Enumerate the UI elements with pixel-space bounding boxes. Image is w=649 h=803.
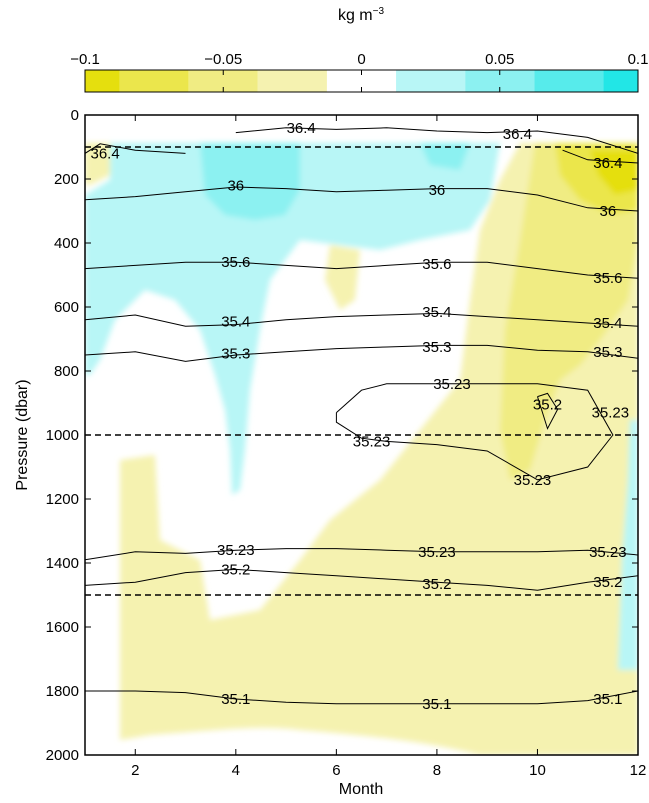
colorbar-bin [119,70,189,92]
contour-label: 35.6 [593,270,622,287]
contour-label: 35.1 [422,696,451,713]
contour-label: 35.1 [221,691,250,708]
y-tick-label: 800 [54,363,79,380]
contour-line [85,312,638,327]
y-tick-label: 200 [54,171,79,188]
contour-label: 36.4 [287,120,316,137]
y-axis: 0 200 400 600 800 1000 1200 1400 1600 1800 2000 [46,107,638,764]
y-tick-label: 2000 [46,747,79,764]
x-tick-label: 8 [433,762,441,779]
reference-lines [85,146,638,596]
negative-region-light [120,143,638,755]
x-tick-label: 2 [131,762,139,779]
contour-label: 35.2 [593,574,622,591]
contour-line [85,261,638,279]
contour-label: 36.4 [593,155,622,172]
colorbar-bin [257,70,327,92]
contour-label: 35.2 [422,576,451,593]
contour-lines [85,127,638,705]
contour-line [537,392,559,430]
anomaly-field [85,143,638,755]
contour-label: 36.4 [91,145,120,162]
colorbar-tick-label: −0.1 [70,51,100,68]
negative-region-light-2 [325,245,360,310]
colorbar-tick-label: 0.1 [628,51,649,68]
positive-region-edge [618,420,638,670]
contour-label: 35.6 [422,256,451,273]
contour-labels: 36.4 36.4 36.4 36.4 36 36 36 35.6 35.6 35.6 35.4 35… [91,120,630,713]
contour-label: 35.23 [418,544,456,561]
contour-line [85,690,638,705]
x-tick-label: 10 [529,762,546,779]
negative-region-medium [500,143,638,480]
positive-region-light [85,143,500,495]
colorbar-bin [603,70,638,92]
contour-label: 35.2 [533,397,562,414]
y-tick-label: 1000 [46,427,79,444]
contour-line [85,186,638,212]
contour-label: 35.1 [593,691,622,708]
x-tick-label: 6 [332,762,340,779]
y-tick-label: 600 [54,299,79,316]
contour-line [85,548,638,561]
colorbar [85,70,638,92]
contour-label: 35.4 [422,304,451,321]
colorbar-tick-label: 0.05 [485,51,514,68]
contour-line [335,383,614,481]
y-tick-label: 1400 [46,555,79,572]
colorbar-bin [85,70,120,92]
colorbar-tick-label: −0.05 [204,51,242,68]
colorbar-tick-label: 0 [357,51,365,68]
contour-line [235,127,638,154]
colorbar-bin [396,70,466,92]
contour-label: 35.23 [353,433,391,450]
y-tick-label: 400 [54,235,79,252]
contour-label: 35.3 [422,339,451,356]
contour-label: 35.2 [221,561,250,578]
contour-line [85,344,638,362]
y-tick-label: 1800 [46,683,79,700]
negative-region-strongest [590,150,638,195]
contour-label: 35.4 [221,313,250,330]
contour-label: 36 [227,177,244,194]
y-tick-label: 1200 [46,491,79,508]
contour-label: 35.3 [593,344,622,361]
contour-label: 35.6 [221,254,250,271]
contour-label: 36 [599,203,616,220]
contour-label: 36 [429,182,446,199]
contour-line [562,149,638,164]
contour-label: 35.23 [217,542,255,559]
colorbar-label: kg m−3 [338,6,385,24]
contour-label: 35.23 [592,405,630,422]
y-tick-label: 1600 [46,619,79,636]
contour-label: 35.23 [433,376,471,393]
x-axis: 2 4 6 8 10 12 [131,115,646,779]
contour-label: 35.23 [589,544,627,561]
x-axis-label: Month [339,781,383,798]
colorbar-bin [534,70,604,92]
contour-label: 35.23 [514,472,552,489]
x-tick-label: 12 [630,762,647,779]
positive-region-medium [200,143,300,220]
x-tick-label: 4 [232,762,240,779]
positive-region-medium-2 [420,143,470,170]
y-axis-label: Pressure (dbar) [14,379,31,490]
contour-label: 36.4 [503,126,532,143]
colorbar-bin [188,70,258,92]
contour-label: 35.3 [221,345,250,362]
colorbar-bin [465,70,535,92]
colorbar-ticks: −0.1 −0.05 0 0.05 0.1 [70,51,648,92]
contour-line [85,568,638,591]
contour-label: 35.4 [593,315,622,332]
colorbar-bin [326,70,397,92]
y-tick-label: 0 [71,107,79,124]
